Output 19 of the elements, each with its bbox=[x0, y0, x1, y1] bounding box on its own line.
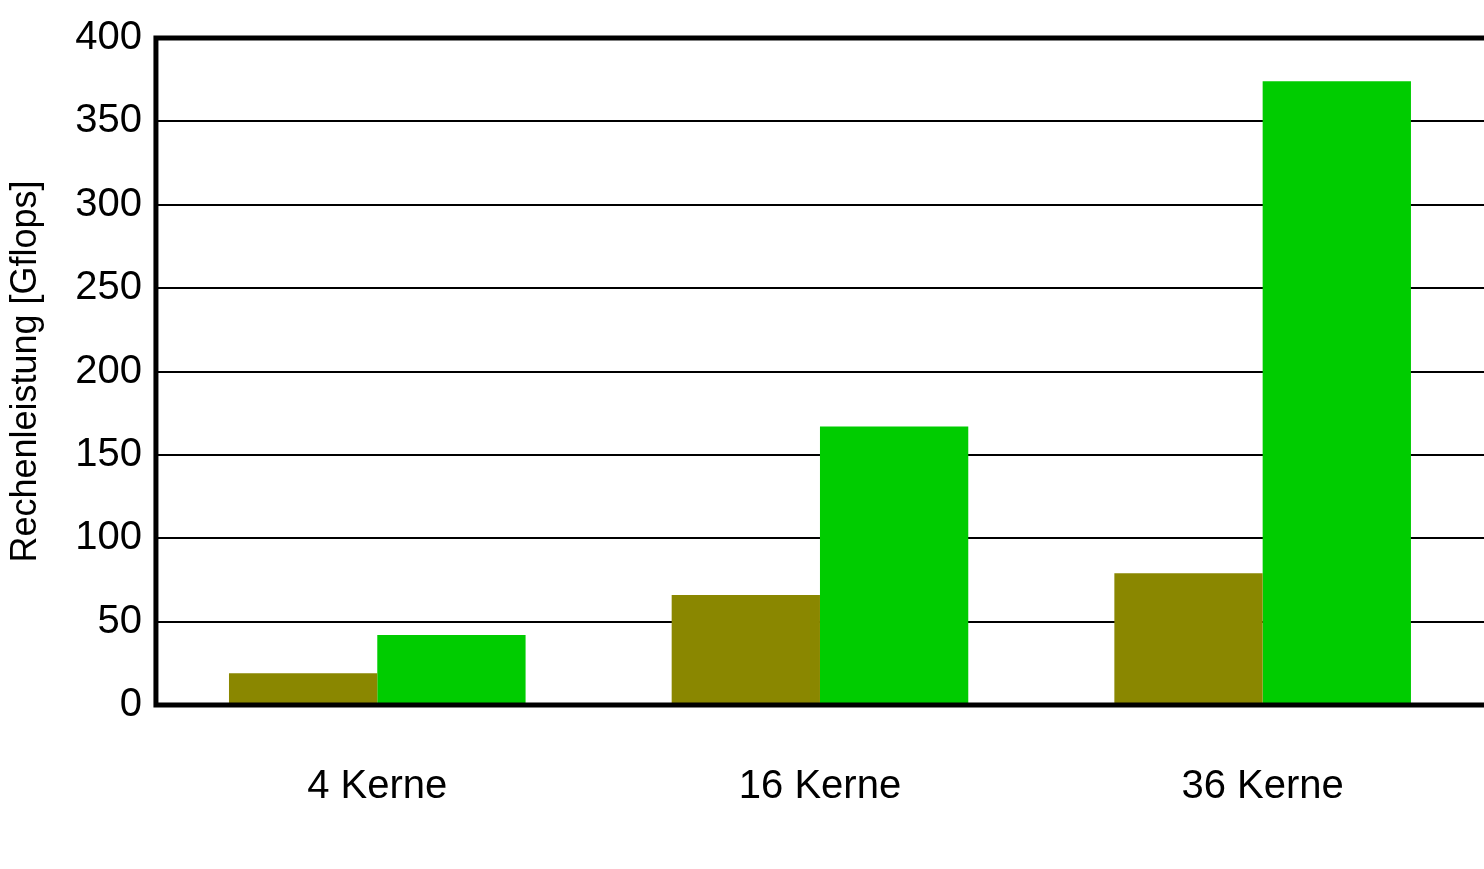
y-tick-label: 250 bbox=[75, 263, 142, 308]
y-tick-label: 50 bbox=[97, 596, 142, 641]
y-axis-title: Rechenleistung [Gflops] bbox=[2, 180, 44, 563]
x-tick-label: 36 Kerne bbox=[1181, 762, 1344, 807]
bar bbox=[671, 594, 820, 704]
bar bbox=[819, 426, 969, 704]
y-tick-label: 400 bbox=[75, 13, 142, 58]
y-tick-label: 150 bbox=[75, 429, 142, 474]
x-tick-label: 4 Kerne bbox=[307, 762, 448, 807]
y-tick-label: 200 bbox=[75, 346, 142, 391]
y-tick-label: 0 bbox=[119, 680, 142, 725]
bar bbox=[1262, 81, 1411, 704]
y-tick-label: 300 bbox=[75, 179, 142, 224]
bar bbox=[228, 673, 378, 704]
bar bbox=[377, 634, 526, 704]
y-tick-label: 100 bbox=[75, 513, 142, 558]
x-tick-label: 16 Kerne bbox=[738, 762, 902, 807]
y-tick-label: 350 bbox=[75, 96, 142, 141]
bar bbox=[1114, 573, 1263, 704]
